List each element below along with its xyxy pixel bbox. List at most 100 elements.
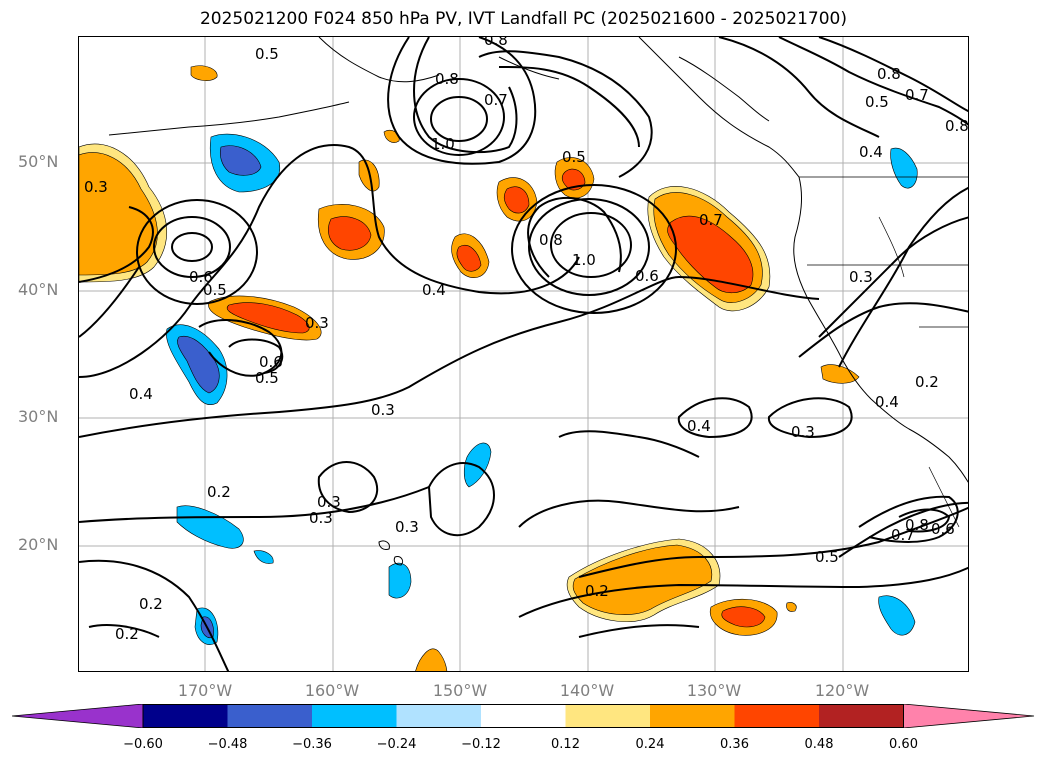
contour-label: 0.3 [84, 178, 108, 196]
coastlines [108, 37, 968, 566]
contour-label: 0.6 [189, 268, 213, 286]
negative-anomaly-area [878, 595, 916, 636]
colorbar-tick-label: −0.48 [207, 737, 248, 752]
colorbar-outline [142, 704, 904, 728]
contour-line [677, 397, 753, 439]
colorbar-segment [481, 704, 566, 728]
lat-label-50n: 50°N [18, 152, 59, 171]
positive-anomaly-area [572, 544, 713, 615]
contour-label: 0.4 [687, 417, 711, 435]
colorbar-segment [312, 704, 397, 728]
contour-label: 0.8 [877, 65, 901, 83]
colorbar-tick-label: 0.12 [551, 737, 580, 752]
contour-label: 0.2 [915, 373, 939, 391]
contour-label: 0.8 [945, 117, 969, 135]
contour-label: 0.6 [259, 353, 283, 371]
contour-label: 0.5 [865, 93, 889, 111]
contour-label: 0.2 [139, 595, 163, 613]
positive-anomaly-area [786, 602, 797, 612]
map-title: 2025021200 F024 850 hPa PV, IVT Landfall… [199, 9, 847, 29]
contour-line [88, 624, 160, 638]
contour-label: 0.5 [203, 281, 227, 299]
contour-label: 0.7 [484, 91, 508, 109]
positive-anomaly-area [415, 648, 448, 671]
contour-line [558, 430, 700, 458]
contour-line [79, 206, 154, 283]
contour-line [550, 212, 632, 278]
negative-anomaly-area [890, 147, 918, 189]
lon-label-140w: 140°W [559, 681, 615, 700]
contour-line [578, 506, 968, 578]
colorbar-tick-label: −0.12 [461, 737, 501, 752]
contour-line [228, 338, 284, 374]
contour-line [498, 66, 640, 148]
negative-anomaly-area [176, 505, 244, 549]
contours [79, 37, 968, 671]
contour-label: 1.0 [431, 135, 455, 153]
contour-label: 0.2 [585, 582, 609, 600]
colorbar-segment [903, 704, 1035, 728]
contour-line [838, 501, 968, 558]
contour-label: 0.3 [849, 268, 873, 286]
contour-line [79, 559, 230, 671]
contour-line [858, 495, 959, 543]
contour-line [718, 37, 880, 138]
contour-line [413, 37, 518, 154]
colorbar-segment [227, 704, 312, 728]
lon-label-120w: 120°W [814, 681, 870, 700]
colorbar-segment [565, 704, 650, 728]
contour-line [778, 37, 968, 126]
contour-line [898, 508, 951, 533]
map-panel: 0.5 0.8 0.8 0.7 1.0 0.5 0.8 0.5 0.7 0.8 … [78, 36, 969, 672]
contour-label: 0.8 [905, 516, 929, 534]
contour-line [427, 462, 495, 537]
contour-line [153, 216, 231, 278]
colorbar [12, 704, 1035, 728]
lat-label-20n: 20°N [18, 535, 59, 554]
positive-anomaly-area [721, 606, 766, 628]
lon-label-170w: 170°W [177, 681, 233, 700]
contour-label: 0.7 [905, 86, 929, 104]
contour-label: 0.3 [791, 423, 815, 441]
colorbar-tick-label: −0.24 [376, 737, 417, 752]
negative-anomaly-area [219, 145, 262, 176]
contour-label: 0.3 [305, 314, 329, 332]
positive-anomaly-area [383, 129, 400, 143]
colorbar-segment [734, 704, 819, 728]
positive-anomaly-area [79, 152, 158, 276]
positive-anomaly-area [328, 216, 372, 251]
positive-anomaly-area [503, 186, 530, 214]
contour-label: 0.4 [129, 385, 153, 403]
contour-line [136, 199, 258, 305]
contour-line [79, 266, 140, 338]
colorbar-tick-label: −0.36 [292, 737, 332, 752]
colorbar-segment [143, 704, 228, 728]
contour-line [430, 96, 488, 142]
contour-line [79, 275, 820, 438]
contour-label: 0.6 [635, 267, 659, 285]
colorbar-segment [819, 704, 904, 728]
contour-line [79, 486, 430, 523]
contour-label: 0.4 [859, 143, 883, 161]
contour-label: 0.6 [931, 520, 955, 538]
colorbar-tick-label: 0.36 [720, 737, 749, 752]
colorbar-segment [12, 704, 144, 728]
positive-anomaly-area [667, 215, 754, 294]
negative-anomaly-area [388, 562, 412, 599]
contour-label: 0.8 [539, 231, 563, 249]
contour-label: 0.3 [395, 518, 419, 536]
contour-line [387, 37, 537, 165]
contour-label: 0.5 [255, 369, 279, 387]
contour-label: 0.8 [435, 70, 459, 88]
lon-label-130w: 130°W [686, 681, 742, 700]
contour-line [478, 50, 653, 178]
colorbar-tick-label: −0.60 [123, 737, 163, 752]
contour-labels: 0.5 0.8 0.8 0.7 1.0 0.5 0.8 0.5 0.7 0.8 … [84, 37, 969, 643]
contour-label: 0.4 [422, 281, 446, 299]
contour-line [528, 198, 650, 296]
contour-line [518, 566, 968, 618]
pv-shading [79, 65, 918, 671]
contour-label: 1.0 [572, 251, 596, 269]
lat-label-40n: 40°N [18, 280, 59, 299]
contour-line [518, 499, 740, 528]
